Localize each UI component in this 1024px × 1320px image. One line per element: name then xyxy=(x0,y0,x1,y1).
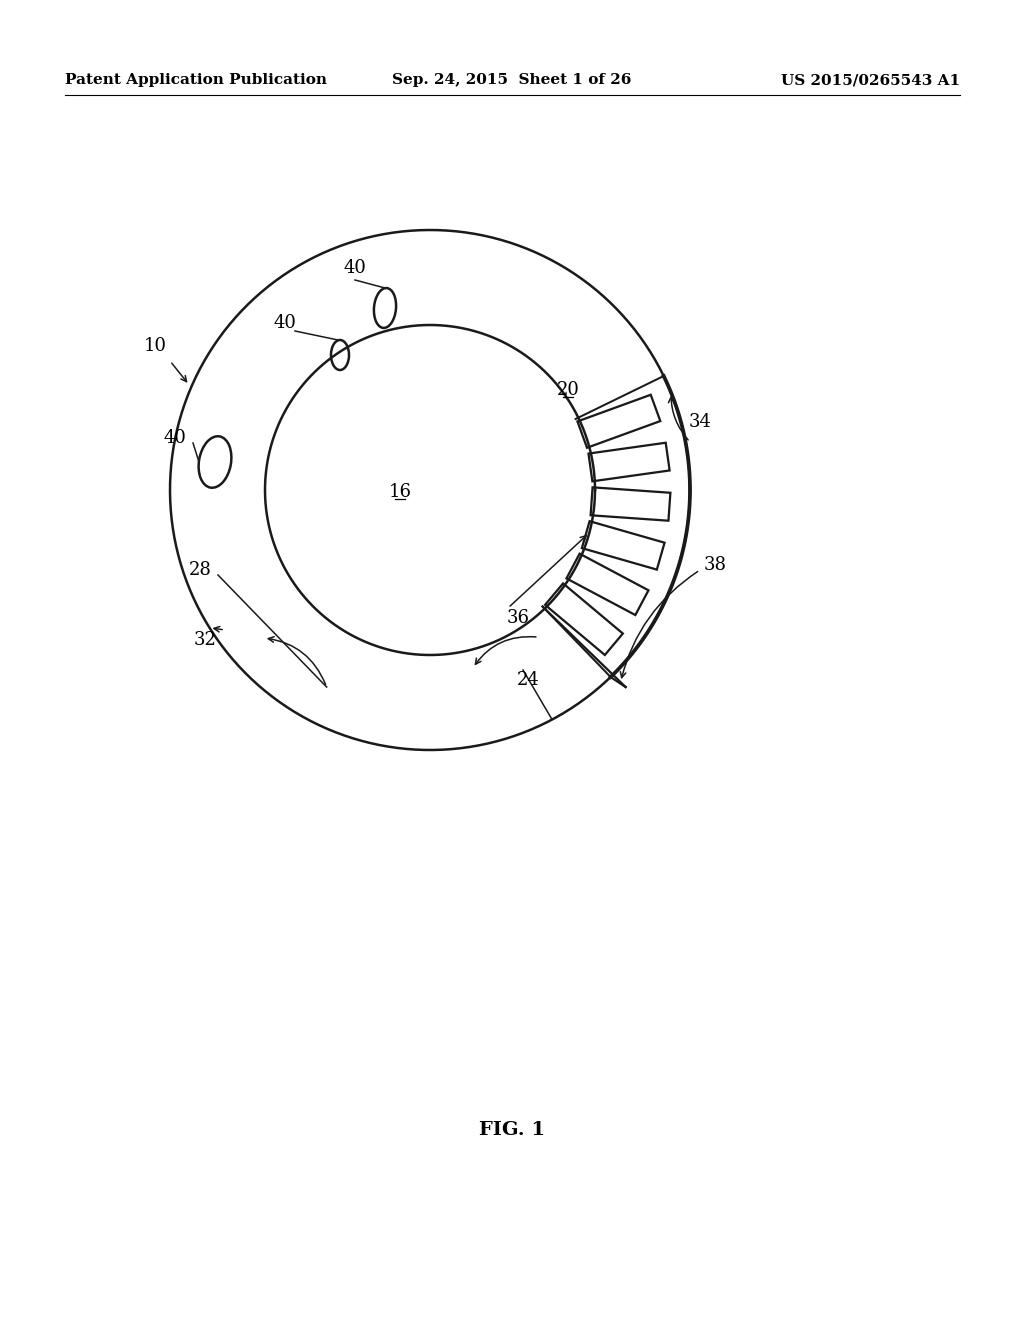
Text: 34: 34 xyxy=(688,413,712,432)
Text: 24: 24 xyxy=(517,671,540,689)
Text: Patent Application Publication: Patent Application Publication xyxy=(65,73,327,87)
Text: US 2015/0265543 A1: US 2015/0265543 A1 xyxy=(781,73,961,87)
Text: 36: 36 xyxy=(507,609,529,627)
Text: 40: 40 xyxy=(344,259,367,277)
Text: 40: 40 xyxy=(164,429,186,447)
Text: 10: 10 xyxy=(143,337,167,355)
Text: 40: 40 xyxy=(273,314,296,333)
Text: 28: 28 xyxy=(188,561,211,579)
Text: Sep. 24, 2015  Sheet 1 of 26: Sep. 24, 2015 Sheet 1 of 26 xyxy=(392,73,632,87)
Text: 20: 20 xyxy=(557,381,580,399)
Text: 16: 16 xyxy=(388,483,412,502)
Text: FIG. 1: FIG. 1 xyxy=(479,1121,545,1139)
Text: 32: 32 xyxy=(194,631,216,649)
Text: 38: 38 xyxy=(703,556,726,574)
